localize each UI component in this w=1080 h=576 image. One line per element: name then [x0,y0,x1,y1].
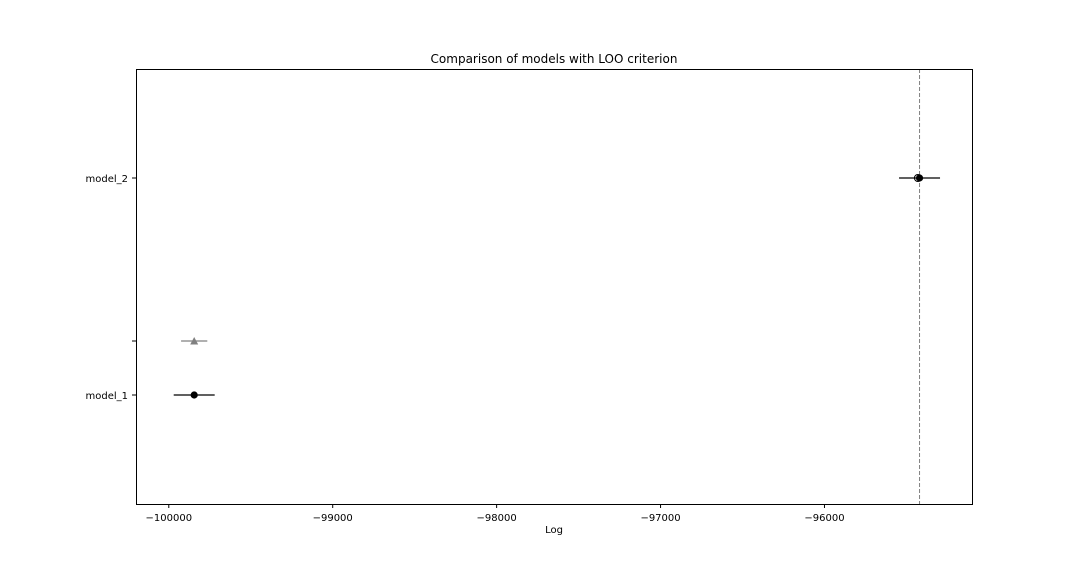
x-tick-label: −99000 [313,513,353,524]
axes-frame [136,69,973,505]
chart-title: Comparison of models with LOO criterion [431,52,678,66]
x-tick-label: −100000 [146,513,193,524]
x-axis: −100000 −99000 −98000 −97000 −96000 [146,504,845,524]
plot-area [173,69,941,504]
elpd-point-model_1 [190,391,198,399]
y-axis: model_2 model_1 [86,174,136,402]
y-tick-label-model_2: model_2 [86,174,129,185]
x-tick-label: −97000 [640,513,680,524]
x-axis-label: Log [545,525,563,536]
x-tick-label: −96000 [804,513,844,524]
y-tick-label-model_1: model_1 [86,391,129,402]
elpd-point-model_2 [915,174,924,182]
difference-marker [190,337,199,345]
x-tick-label: −98000 [477,513,517,524]
